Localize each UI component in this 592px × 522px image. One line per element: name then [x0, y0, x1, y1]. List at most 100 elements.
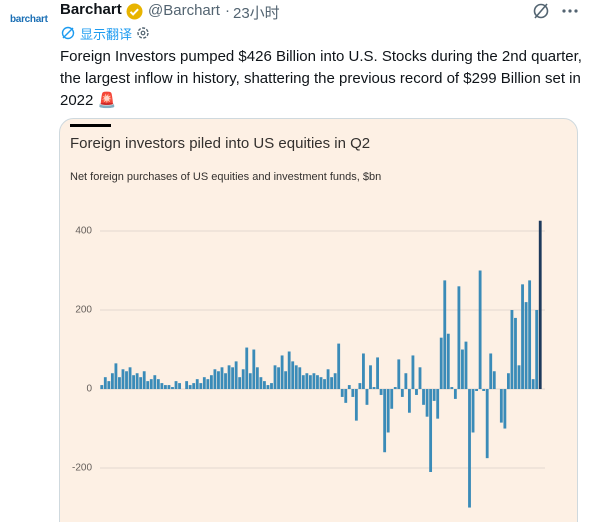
bar: [139, 377, 143, 390]
bar: [291, 361, 295, 390]
bar: [333, 373, 337, 390]
bar: [192, 383, 196, 390]
bar: [485, 389, 489, 459]
bar: [199, 383, 203, 390]
bar: [400, 389, 404, 397]
bar: [358, 383, 362, 390]
translate-icon[interactable]: [60, 25, 76, 41]
bar: [252, 349, 256, 390]
bar: [510, 310, 514, 390]
bar: [535, 310, 539, 390]
bar: [280, 355, 284, 390]
bar: [471, 389, 475, 433]
bar: [340, 389, 344, 397]
bar: [369, 365, 372, 390]
bar: [330, 377, 334, 390]
bar: [411, 355, 415, 390]
bar: [521, 284, 524, 390]
bar: [227, 365, 231, 390]
bar: [149, 379, 153, 390]
bar: [206, 379, 210, 390]
chart-card[interactable]: Foreign investors piled into US equities…: [59, 118, 578, 522]
more-menu[interactable]: [560, 2, 580, 20]
bar: [255, 367, 259, 390]
bar: [499, 389, 503, 423]
bar: [531, 379, 535, 390]
bar: [217, 371, 220, 390]
bar: [393, 387, 397, 390]
bar: [287, 351, 291, 390]
user-name[interactable]: Barchart: [60, 1, 122, 18]
y-tick-label: 0: [86, 384, 92, 395]
bar: [245, 347, 249, 390]
bar: [326, 369, 330, 390]
bar: [100, 385, 104, 390]
bar: [142, 371, 146, 390]
bar: [238, 377, 242, 390]
bar: [160, 383, 164, 390]
chart-subtitle: Net foreign purchases of US equities and…: [70, 171, 381, 183]
bar: [418, 367, 422, 390]
chart-title: Foreign investors piled into US equities…: [70, 135, 370, 152]
chart-background: [59, 118, 578, 522]
bar: [118, 377, 121, 390]
bar: [259, 377, 263, 390]
bar: [457, 286, 461, 390]
bar: [464, 341, 468, 390]
bar: [294, 365, 298, 390]
bar: [450, 387, 454, 390]
bar: [301, 375, 305, 390]
bar: [468, 389, 471, 508]
grok-icon[interactable]: [531, 2, 551, 20]
avatar-logo[interactable]: barchart: [10, 14, 48, 25]
bar: [429, 389, 433, 472]
bar: [376, 357, 379, 390]
y-tick-label: 400: [75, 226, 92, 237]
bar: [524, 302, 528, 390]
settings-icon[interactable]: [136, 26, 150, 40]
bar: [132, 375, 136, 390]
bar: [224, 373, 227, 390]
bar: [386, 389, 390, 433]
bar: [362, 353, 365, 390]
bar: [390, 389, 394, 409]
translate-link[interactable]: 显示翻译: [80, 27, 133, 42]
bar: [422, 389, 425, 405]
bar: [125, 371, 128, 390]
bar: [439, 337, 443, 390]
bar: [171, 387, 174, 390]
bar: [453, 389, 457, 399]
bar: [482, 389, 486, 392]
bar: [443, 280, 447, 390]
bar: [528, 280, 532, 390]
y-tick-label: -200: [72, 463, 92, 474]
bar: [298, 367, 302, 390]
bar: [195, 379, 199, 390]
timestamp[interactable]: 23小时: [233, 5, 280, 22]
bar: [174, 381, 178, 390]
bar: [110, 373, 114, 390]
bar: [114, 363, 118, 390]
bar: [156, 379, 160, 390]
bar: [415, 389, 418, 395]
bar: [506, 373, 510, 390]
bar: [407, 389, 411, 413]
user-handle[interactable]: @Barchart: [148, 2, 220, 19]
bar: [270, 383, 273, 390]
bar: [241, 369, 245, 390]
bar: [234, 361, 238, 390]
bar: [354, 389, 358, 421]
bar: [425, 389, 429, 417]
bar: [517, 365, 521, 390]
bar: [146, 381, 150, 390]
separator: ·: [225, 2, 230, 19]
bar: [461, 349, 464, 390]
bar: [121, 369, 125, 390]
bar: [337, 343, 341, 390]
bar: [209, 375, 213, 390]
verified-badge: [126, 3, 143, 20]
bar: [305, 373, 309, 390]
bar: [383, 389, 387, 453]
y-tick-label: 200: [75, 305, 92, 316]
